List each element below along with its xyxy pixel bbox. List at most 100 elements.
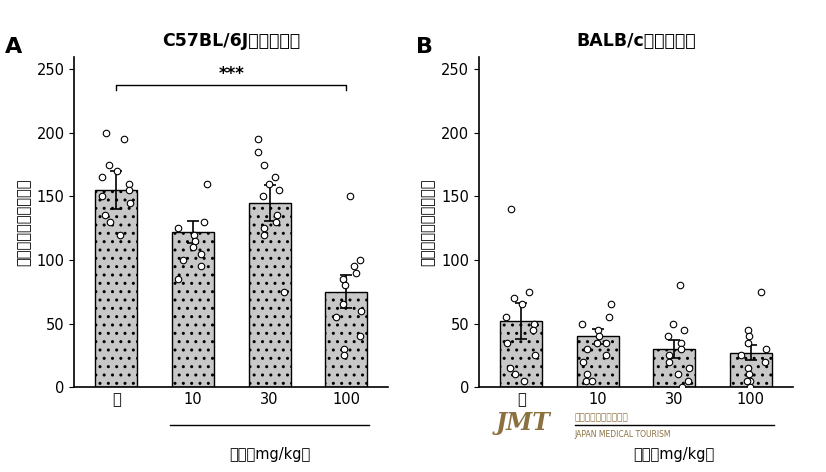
Point [504,205,517,213]
Point [507,295,520,302]
Point [197,218,211,226]
Point [527,326,540,334]
Point [96,193,109,200]
Point [672,371,685,378]
Point [518,377,531,385]
Point [515,301,529,308]
Point [95,174,108,181]
Point [258,224,271,232]
Point [508,371,521,378]
Point [605,301,618,308]
Point [195,250,208,257]
Point [348,262,361,270]
Point [99,212,112,219]
Point [591,339,604,346]
Point [501,339,514,346]
Point [113,231,126,238]
Point [278,288,291,295]
Point [122,180,135,187]
Point [591,326,605,334]
Point [743,383,757,391]
Point [354,256,367,264]
Point [758,358,771,365]
Bar [172,232,214,387]
Text: B: B [416,37,434,57]
Bar [325,292,368,387]
Point [593,332,606,340]
Title: C57BL/6J系統マウス: C57BL/6J系統マウス [162,32,301,50]
Point [338,282,351,289]
Point [662,332,675,340]
Point [742,364,755,372]
Text: JMT: JMT [496,411,550,435]
Point [269,218,282,226]
Point [529,352,542,359]
Point [102,161,116,169]
Point [171,224,184,232]
Point [103,218,116,226]
Point [186,244,199,251]
Point [122,186,135,194]
Point [743,377,757,385]
Text: 日本医療観光株式会社: 日本医療観光株式会社 [574,413,628,422]
Bar [249,203,291,387]
Point [354,307,368,314]
Point [734,352,748,359]
Y-axis label: 無動状態の時間（秒）: 無動状態の時間（秒） [16,178,31,266]
Point [200,180,213,187]
Point [600,339,613,346]
Text: 抒茶（mg/kg）: 抒茶（mg/kg） [634,447,715,462]
Point [117,135,131,143]
Point [662,352,676,359]
Point [500,313,513,321]
Point [172,275,185,283]
Text: JAPAN MEDICAL TOURISM: JAPAN MEDICAL TOURISM [574,430,671,439]
Point [194,262,207,270]
Point [337,352,350,359]
Point [270,212,283,219]
Point [336,301,349,308]
Point [675,339,688,346]
Point [742,326,755,334]
Point [576,320,589,327]
Point [354,332,367,340]
Point [273,186,286,194]
Point [330,313,343,321]
Point [742,371,755,378]
Point [262,180,275,187]
Point [344,193,357,200]
Point [673,282,686,289]
Y-axis label: 無動状態の時間（秒）: 無動状態の時間（秒） [420,178,435,266]
Point [188,237,202,244]
Point [337,345,350,353]
Point [667,320,680,327]
Point [580,371,593,378]
Point [252,135,265,143]
Point [577,358,590,365]
Point [176,256,189,264]
Point [257,161,270,169]
Bar [577,336,619,387]
Point [579,377,592,385]
Point [754,288,767,295]
Point [681,377,695,385]
Point [258,231,271,238]
Point [111,167,124,175]
Title: BALB/c系統マウス: BALB/c系統マウス [577,32,695,50]
Point [740,377,753,385]
Point [599,352,612,359]
Point [349,269,363,277]
Bar [653,349,695,387]
Bar [500,321,542,387]
Point [268,174,282,181]
Point [522,288,535,295]
Point [759,345,772,353]
Point [677,326,691,334]
Text: ***: *** [218,65,244,84]
Point [124,199,137,207]
Point [527,320,540,327]
Text: 抒茶（mg/kg）: 抒茶（mg/kg） [229,447,311,462]
Point [504,364,517,372]
Point [337,275,350,283]
Point [257,193,270,200]
